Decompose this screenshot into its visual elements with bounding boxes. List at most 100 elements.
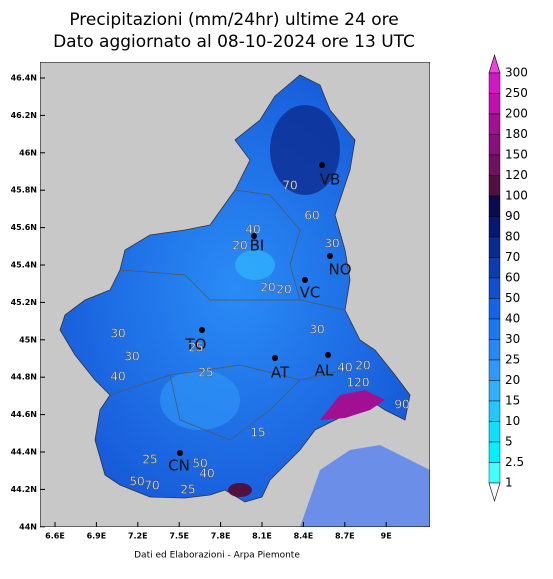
city-label: AT: [271, 364, 290, 382]
contour-label: 60: [304, 209, 319, 223]
colorbar-label: 70: [505, 250, 520, 264]
contour-label: 90: [394, 398, 409, 412]
footer: Dati ed Elaborazioni - Arpa Piemonte: [134, 551, 300, 561]
colorbar-label: 5: [505, 435, 513, 449]
lat-label: 46.2N: [11, 111, 37, 120]
colorbar-segment: [488, 421, 501, 443]
lon-label: 8.1E: [252, 532, 272, 541]
colorbar-segment: [488, 134, 501, 156]
colorbar-segment: [488, 462, 501, 484]
colorbar-label: 80: [505, 230, 520, 244]
city-dot: [199, 327, 205, 333]
colorbar-bottom: [488, 482, 501, 503]
contour-label: 20: [232, 239, 247, 253]
colorbar-label: 300: [505, 66, 528, 80]
contour-label: 20: [260, 281, 275, 295]
lon-label: 7.2E: [128, 532, 148, 541]
city-dot: [272, 355, 278, 361]
city-dot: [251, 233, 257, 239]
lon-label: 9E: [381, 532, 392, 541]
colorbar-label: 2.5: [505, 455, 524, 469]
colorbar-segment: [488, 154, 501, 176]
title: Precipitazioni (mm/24hr) ultime 24 ore: [69, 10, 398, 30]
lat-label: 46N: [19, 148, 37, 157]
city-label: VB: [320, 171, 341, 189]
colorbar-segment: [488, 72, 501, 94]
city-dot: [327, 253, 333, 259]
colorbar-label: 10: [505, 414, 520, 428]
colorbar-label: 60: [505, 271, 520, 285]
lat-label: 44.2N: [11, 485, 37, 494]
lat-label: 45.2N: [11, 298, 37, 307]
colorbar-segment: [488, 400, 501, 422]
lon-label: 6.9E: [87, 532, 107, 541]
colorbar-label: 50: [505, 291, 520, 305]
contour-label: 40: [245, 223, 260, 237]
city-label: NO: [328, 261, 351, 279]
colorbar-segment: [488, 175, 501, 197]
colorbar-label: 20: [505, 373, 520, 387]
contour-label: 20: [355, 359, 370, 373]
lon-label: 8.7E: [335, 532, 355, 541]
colorbar-segment: [488, 277, 501, 299]
contour-label: 40: [110, 370, 125, 384]
colorbar-segment: [488, 359, 501, 381]
subtitle: Dato aggiornato al 08-10-2024 ore 13 UTC: [53, 32, 415, 52]
colorbar-segment: [488, 339, 501, 361]
contour-label: 30: [309, 323, 324, 337]
contour-label: 25: [188, 341, 203, 355]
colorbar-label: 40: [505, 312, 520, 326]
lon-label: 7.5E: [169, 532, 189, 541]
colorbar-label: 180: [505, 127, 528, 141]
colorbar-label: 30: [505, 332, 520, 346]
colorbar-segment: [488, 298, 501, 320]
colorbar-segment: [488, 216, 501, 238]
contour-label: 40: [199, 467, 214, 481]
contour-label: 70: [144, 479, 159, 493]
city-label: VC: [300, 284, 321, 302]
colorbar-label: 200: [505, 107, 528, 121]
contour-label: 70: [282, 179, 297, 193]
contour-label: 25: [142, 453, 157, 467]
city-dot: [177, 450, 183, 456]
lat-label: 45.8N: [11, 186, 37, 195]
contour-label: 30: [324, 237, 339, 251]
lat-label: 45.6N: [11, 223, 37, 232]
colorbar-segment: [488, 318, 501, 340]
contour-label: 50: [192, 457, 207, 471]
map-area: [40, 62, 430, 527]
city-label: BI: [250, 237, 265, 255]
contour-label: 25: [198, 366, 213, 380]
city-dot: [302, 277, 308, 283]
contour-label: 25: [180, 483, 195, 497]
colorbar-segment: [488, 257, 501, 279]
contour-label: 30: [110, 327, 125, 341]
city-label: CN: [168, 457, 190, 475]
colorbar-label: 1: [505, 476, 513, 490]
colorbar-label: 250: [505, 86, 528, 100]
colorbar-top: [488, 53, 501, 74]
colorbar-label: 90: [505, 209, 520, 223]
lat-label: 46.4N: [11, 74, 37, 83]
colorbar-label: 15: [505, 394, 520, 408]
lat-label: 45.4N: [11, 261, 37, 270]
lat-label: 45N: [19, 335, 37, 344]
contour-label: 20: [276, 283, 291, 297]
lon-label: 8.4E: [294, 532, 314, 541]
colorbar-segment: [488, 236, 501, 258]
lat-label: 44.4N: [11, 448, 37, 457]
colorbar-segment: [488, 195, 501, 217]
city-dot: [325, 352, 331, 358]
city-dot: [319, 162, 325, 168]
colorbar-segment: [488, 93, 501, 115]
colorbar-segment: [488, 441, 501, 463]
contour-label: 15: [250, 426, 265, 440]
contour-label: 30: [124, 350, 139, 364]
lat-label: 44N: [19, 522, 37, 531]
lat-label: 44.8N: [11, 373, 37, 382]
lon-label: 6.6E: [45, 532, 65, 541]
colorbar-segment: [488, 113, 501, 135]
colorbar-segment: [488, 380, 501, 402]
colorbar-label: 100: [505, 189, 528, 203]
